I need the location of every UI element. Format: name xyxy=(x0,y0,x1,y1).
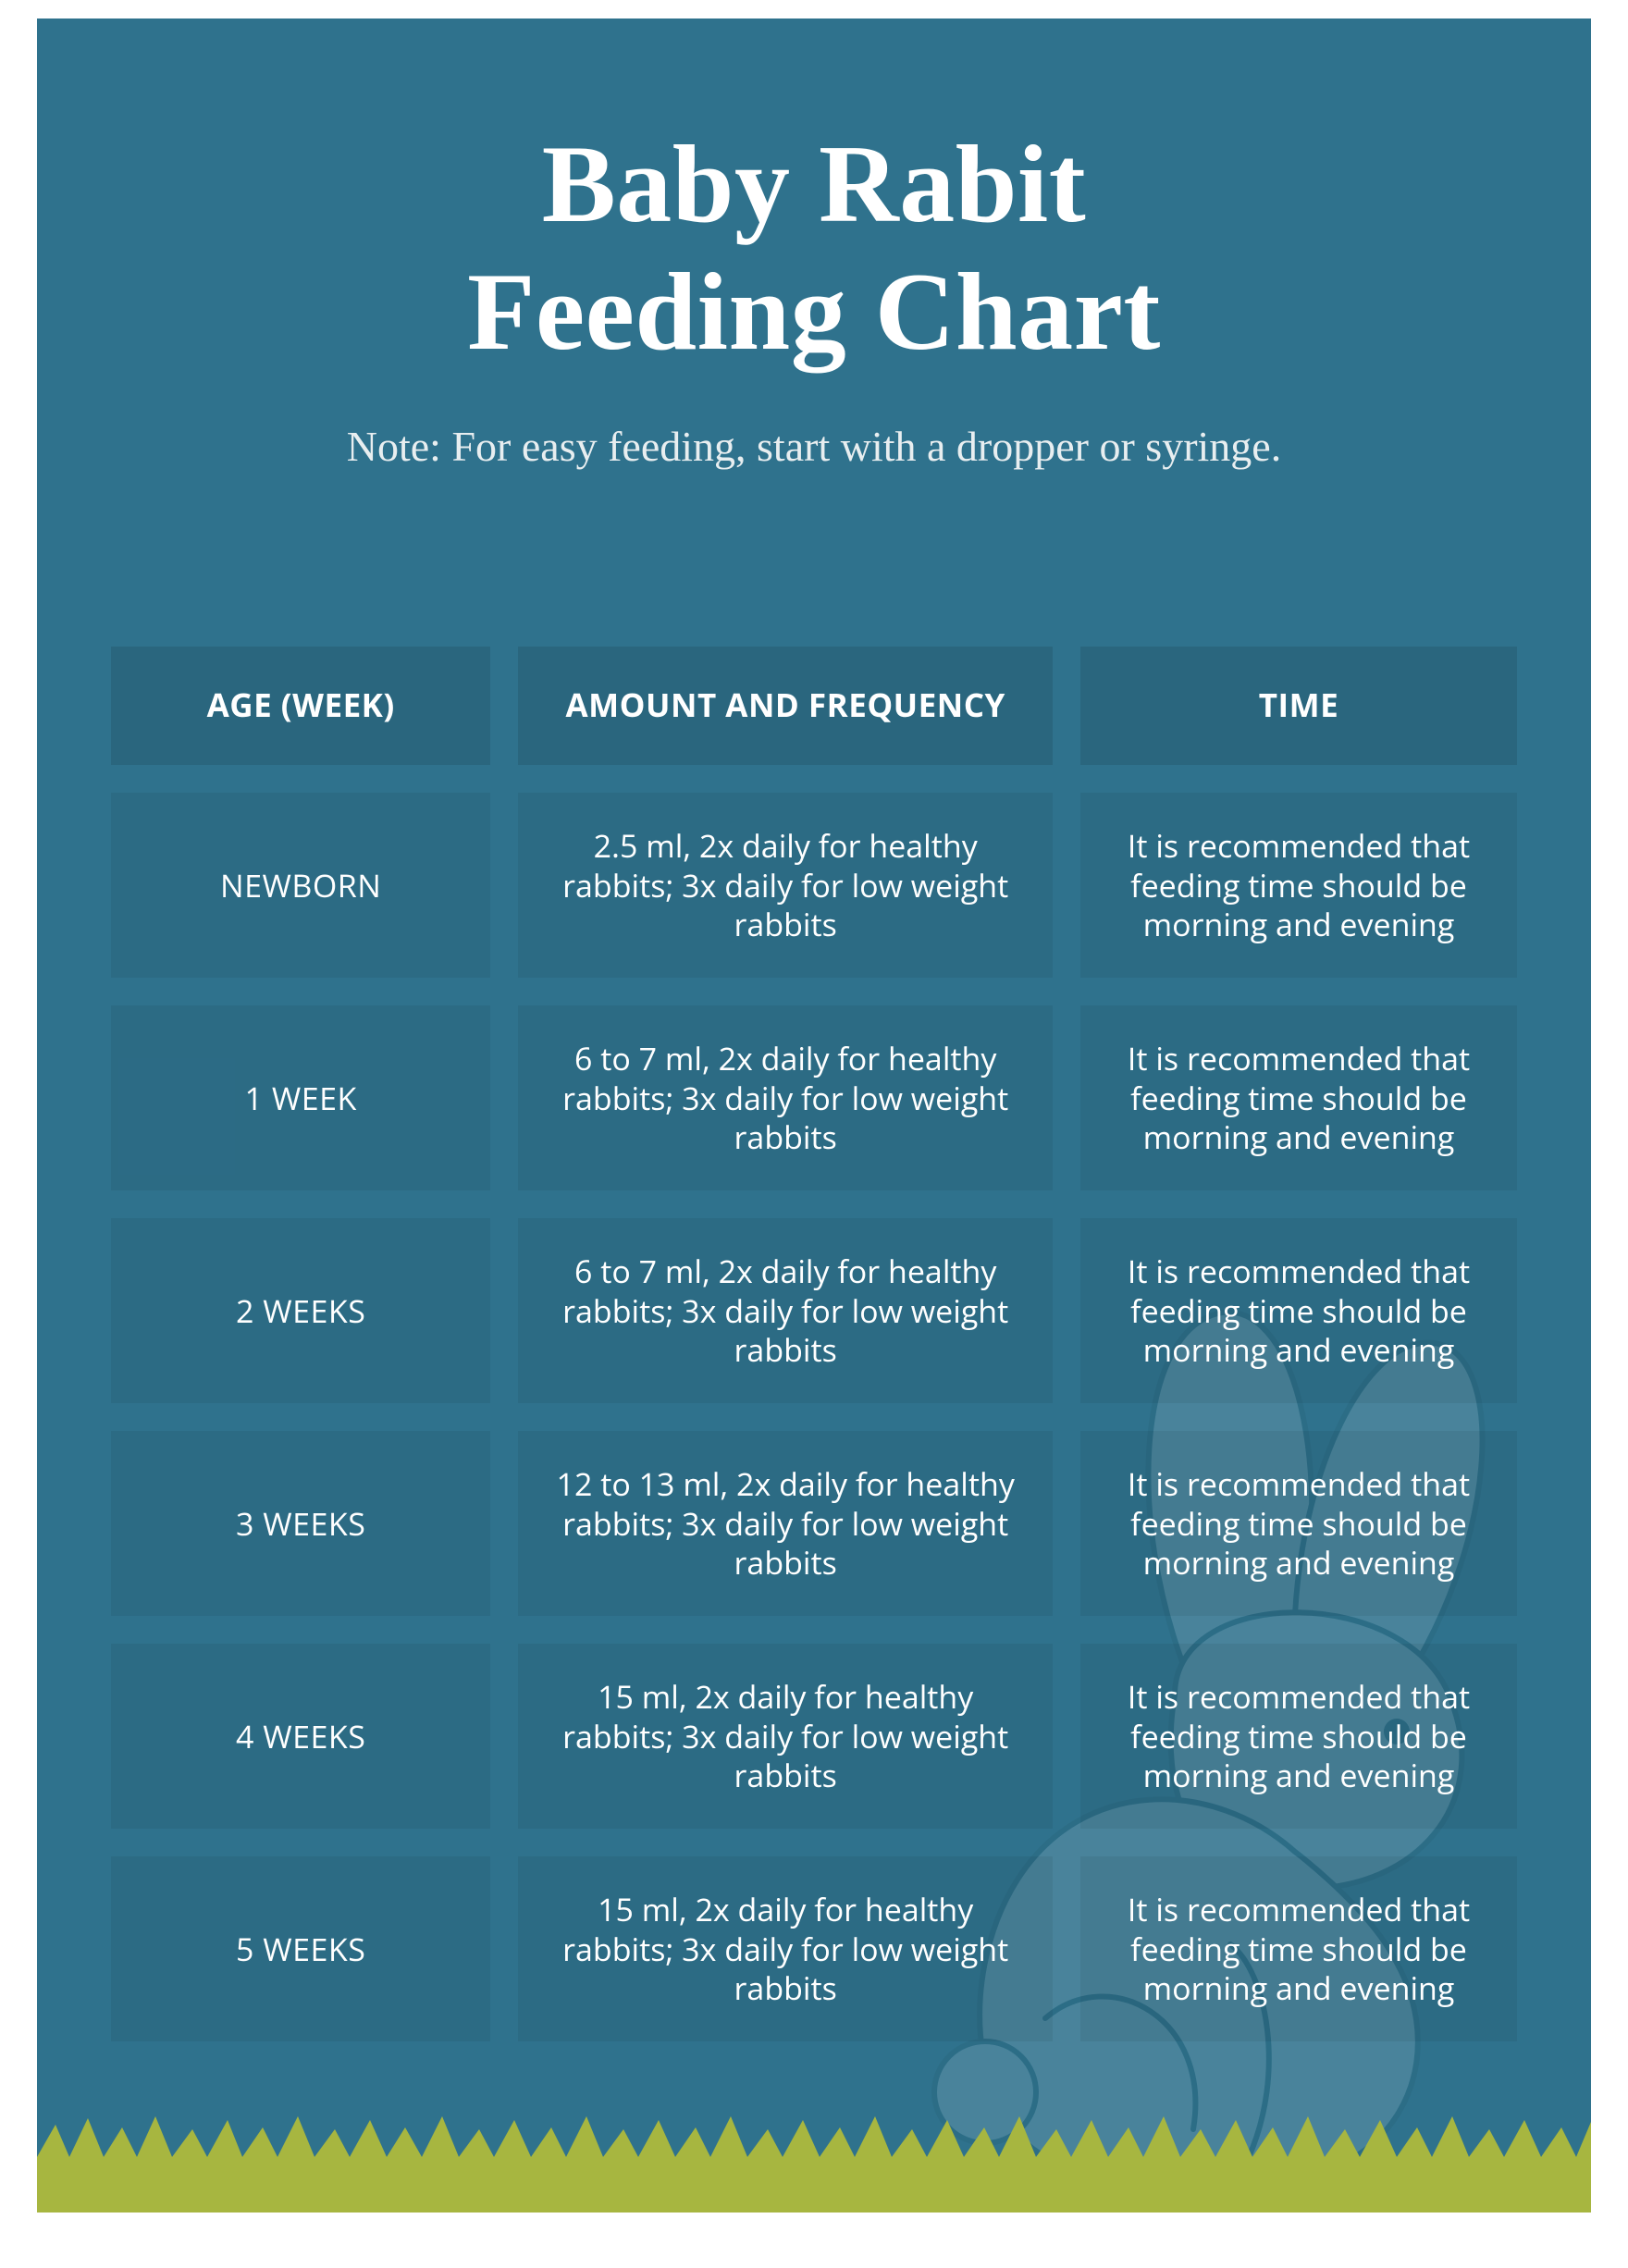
col-header-amount: AMOUNT AND FREQUENCY xyxy=(518,647,1053,765)
cell-time: It is recommended that feeding time shou… xyxy=(1080,1218,1517,1403)
cell-age: 1 WEEK xyxy=(111,1005,490,1190)
cell-time: It is recommended that feeding time shou… xyxy=(1080,1644,1517,1829)
cell-age: 3 WEEKS xyxy=(111,1431,490,1616)
table-row: NEWBORN 2.5 ml, 2x daily for healthy rab… xyxy=(111,793,1517,978)
table-row: 5 WEEKS 15 ml, 2x daily for healthy rabb… xyxy=(111,1856,1517,2041)
cell-amount: 15 ml, 2x daily for healthy rabbits; 3x … xyxy=(518,1856,1053,2041)
cell-amount: 15 ml, 2x daily for healthy rabbits; 3x … xyxy=(518,1644,1053,1829)
feeding-table: AGE (WEEK) AMOUNT AND FREQUENCY TIME NEW… xyxy=(111,647,1517,2041)
col-header-time: TIME xyxy=(1080,647,1517,765)
cell-amount: 6 to 7 ml, 2x daily for healthy rabbits;… xyxy=(518,1005,1053,1190)
cell-amount: 12 to 13 ml, 2x daily for healthy rabbit… xyxy=(518,1431,1053,1616)
cell-amount: 6 to 7 ml, 2x daily for healthy rabbits;… xyxy=(518,1218,1053,1403)
title-line-2: Feeding Chart xyxy=(467,250,1161,373)
cell-time: It is recommended that feeding time shou… xyxy=(1080,1856,1517,2041)
cell-age: 2 WEEKS xyxy=(111,1218,490,1403)
table-row: 1 WEEK 6 to 7 ml, 2x daily for healthy r… xyxy=(111,1005,1517,1190)
table-row: 3 WEEKS 12 to 13 ml, 2x daily for health… xyxy=(111,1431,1517,1616)
page: Baby Rabit Feeding Chart Note: For easy … xyxy=(0,0,1628,2268)
col-header-age: AGE (WEEK) xyxy=(111,647,490,765)
cell-age: NEWBORN xyxy=(111,793,490,978)
cell-time: It is recommended that feeding time shou… xyxy=(1080,1431,1517,1616)
cell-age: 4 WEEKS xyxy=(111,1644,490,1829)
cell-amount: 2.5 ml, 2x daily for healthy rabbits; 3x… xyxy=(518,793,1053,978)
table-header-row: AGE (WEEK) AMOUNT AND FREQUENCY TIME xyxy=(111,647,1517,765)
table-row: 4 WEEKS 15 ml, 2x daily for healthy rabb… xyxy=(111,1644,1517,1829)
grass-icon xyxy=(37,2111,1591,2213)
card: Baby Rabit Feeding Chart Note: For easy … xyxy=(37,18,1591,2213)
feeding-note: Note: For easy feeding, start with a dro… xyxy=(37,422,1591,471)
title-line-1: Baby Rabit xyxy=(542,122,1086,245)
cell-age: 5 WEEKS xyxy=(111,1856,490,2041)
chart-title: Baby Rabit Feeding Chart xyxy=(37,120,1591,376)
cell-time: It is recommended that feeding time shou… xyxy=(1080,1005,1517,1190)
cell-time: It is recommended that feeding time shou… xyxy=(1080,793,1517,978)
table-row: 2 WEEKS 6 to 7 ml, 2x daily for healthy … xyxy=(111,1218,1517,1403)
